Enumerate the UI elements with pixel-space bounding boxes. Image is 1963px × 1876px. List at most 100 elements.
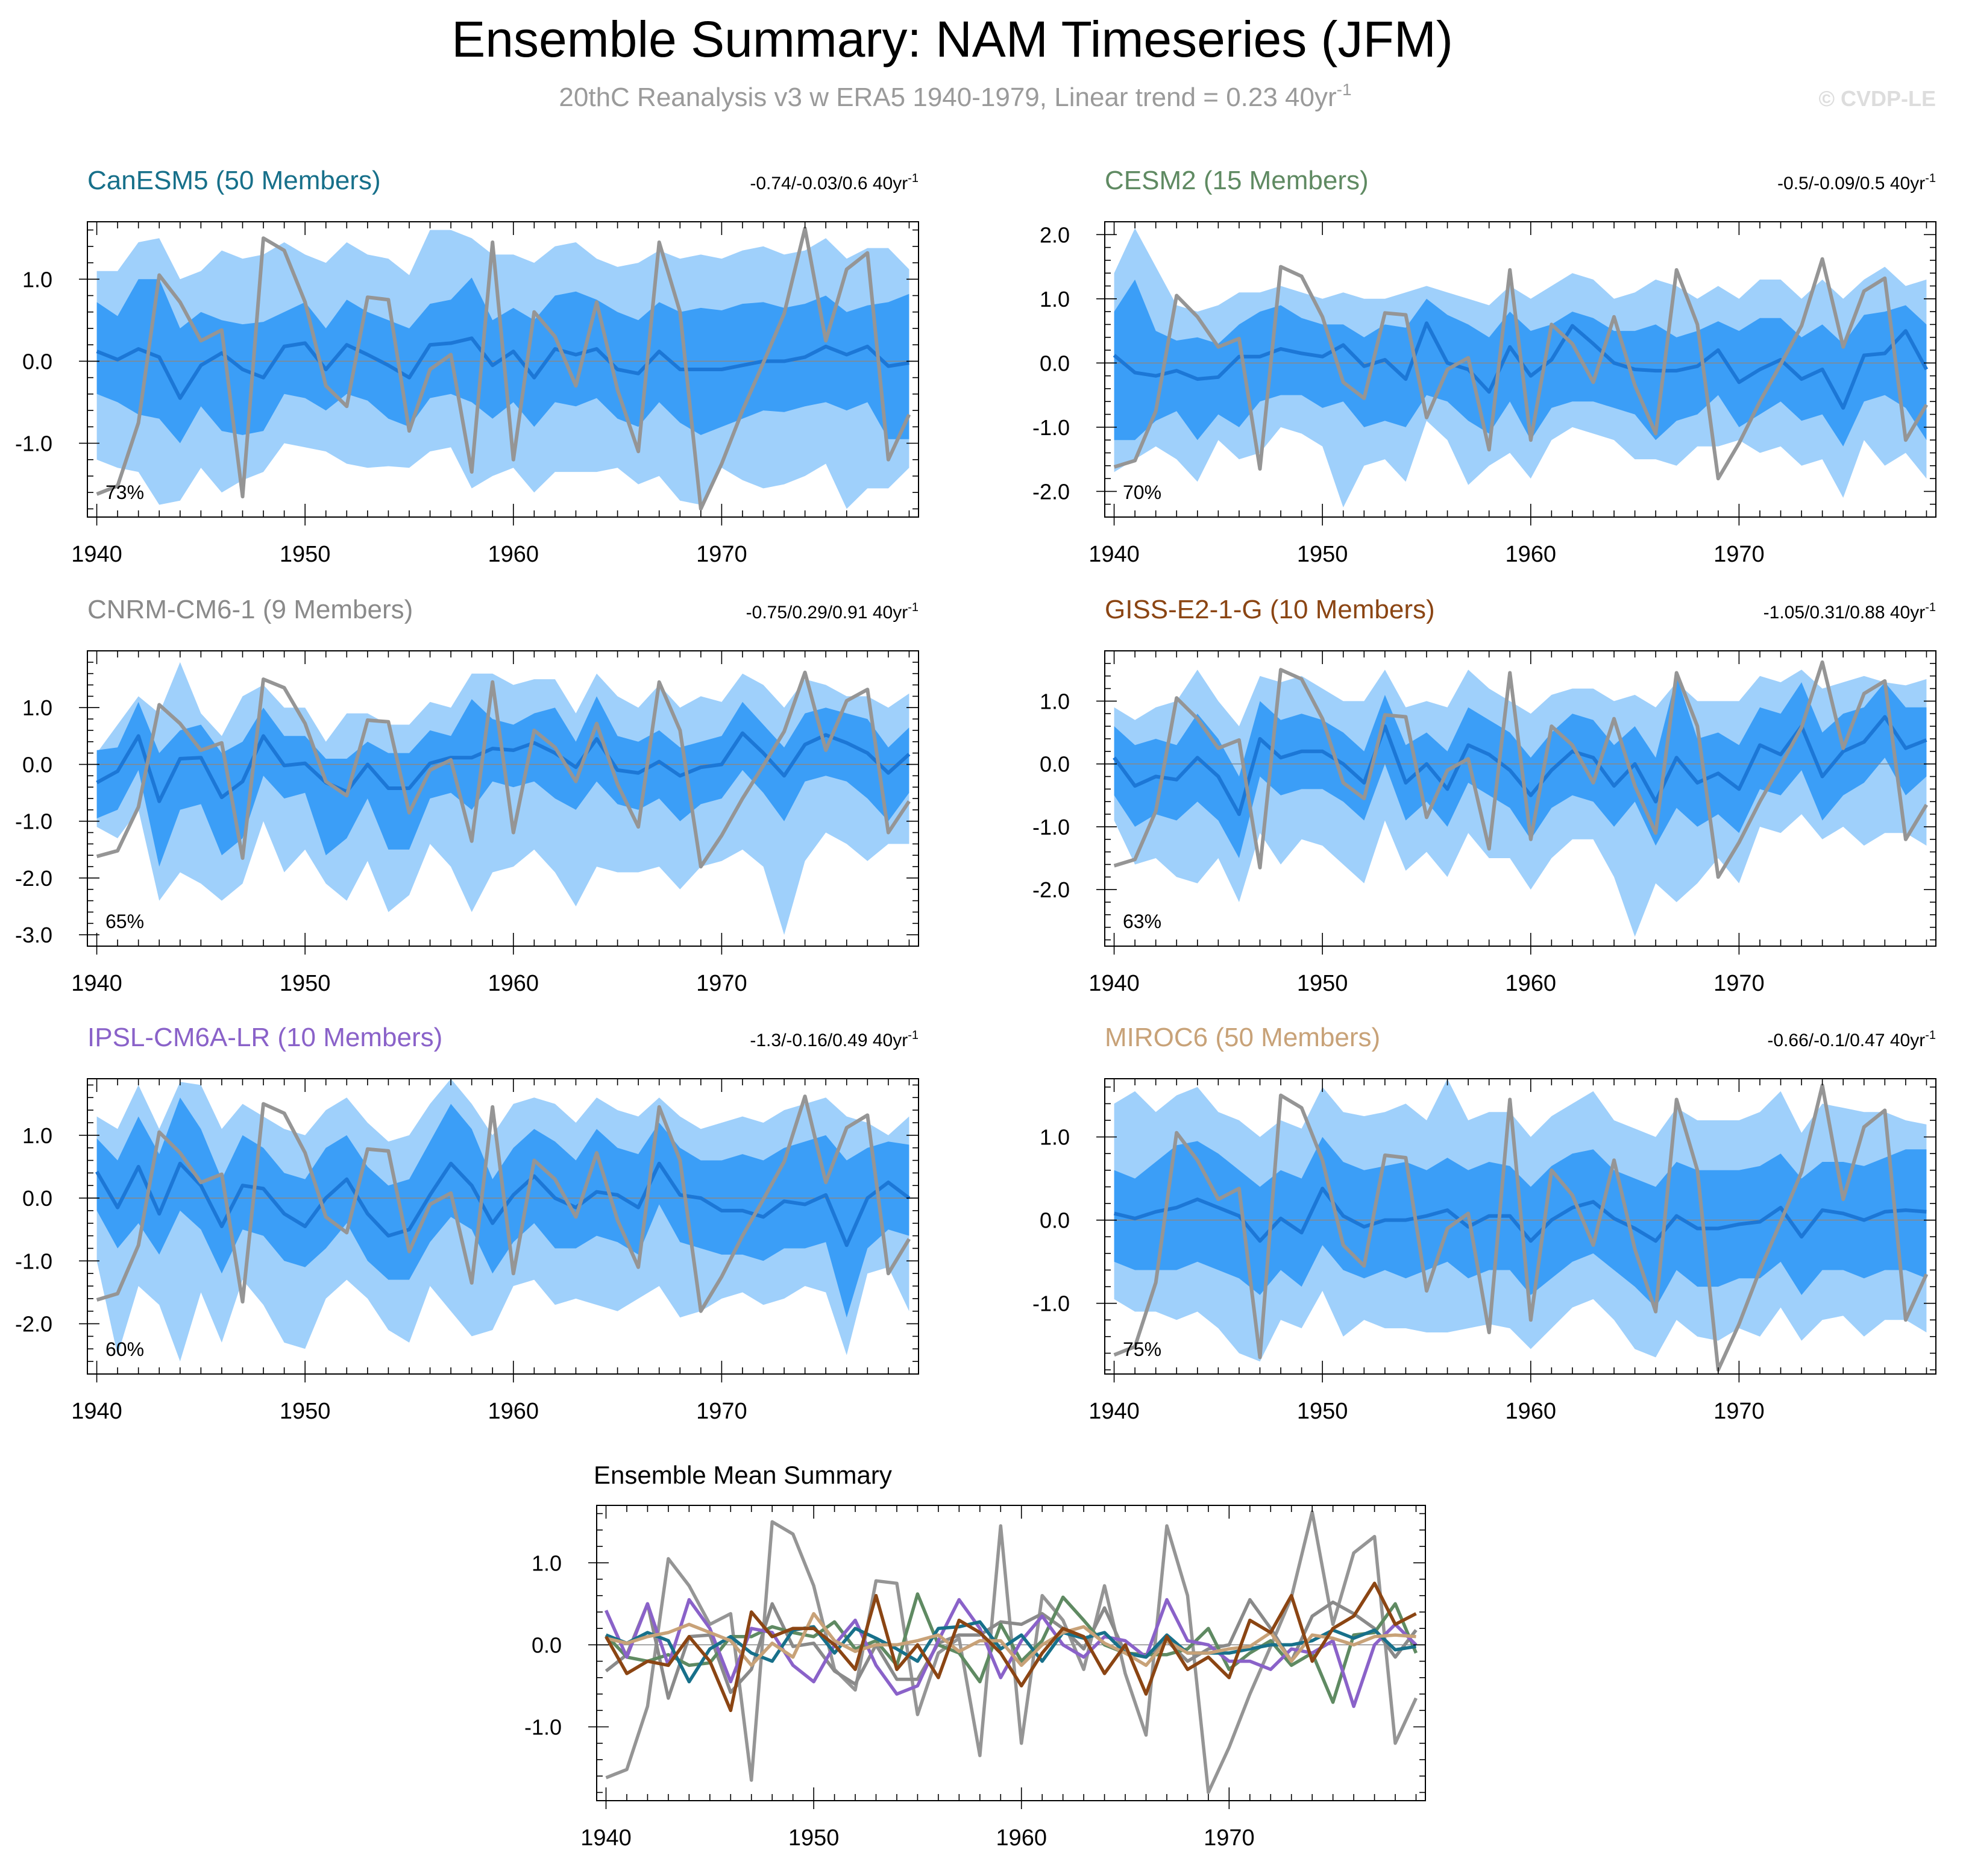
panel-title: CNRM-CM6-1 (9 Members) xyxy=(87,595,413,624)
plot-frame xyxy=(1104,221,1936,518)
x-tick-label: 1940 xyxy=(1088,542,1140,567)
trend-label: -0.66/-0.1/0.47 40yr-1 xyxy=(1767,1029,1936,1050)
y-tick-label: 0.0 xyxy=(1040,351,1070,375)
trend-label-text: -0.66/-0.1/0.47 40yr xyxy=(1767,1031,1925,1050)
x-tick-label: 1940 xyxy=(1088,1399,1140,1424)
ensemble-mean-line xyxy=(95,1161,911,1247)
x-tick-label: 1960 xyxy=(1506,542,1557,567)
x-tick-label: 1970 xyxy=(696,1399,747,1424)
y-tick-label: -1.0 xyxy=(524,1715,562,1740)
x-tick-label: 1950 xyxy=(1297,1399,1348,1424)
y-tick-label: -2.0 xyxy=(1032,479,1070,504)
panel-giss-e2-1-g: 1940 1950 1960 1970 1.0 0.0 -1.0 -2.0 GISS-E2-1-… xyxy=(1032,595,1936,996)
y-tick-label: -1.0 xyxy=(1032,815,1070,839)
y-tick-label: -1.0 xyxy=(15,1249,52,1273)
trend-label: -1.3/-0.16/0.49 40yr-1 xyxy=(750,1029,919,1050)
x-tick-label: 1950 xyxy=(280,1399,331,1424)
trend-label-text: -0.74/-0.03/0.6 40yr xyxy=(750,174,908,193)
x-tick-label: 1960 xyxy=(488,542,539,567)
panel-title: CESM2 (15 Members) xyxy=(1105,166,1369,195)
y-tick-label: 2.0 xyxy=(1040,222,1070,247)
panel-title: GISS-E2-1-G (10 Members) xyxy=(1105,595,1435,624)
y-tick-label: -3.0 xyxy=(15,923,52,947)
panel-cesm2: 1940 1950 1960 1970 2.0 1.0 0.0 -1.0 -2.0 CESM2 (… xyxy=(1032,166,1936,567)
x-tick-label: 1940 xyxy=(71,1399,122,1424)
plot-area xyxy=(1105,228,1936,507)
y-tick-label: -2.0 xyxy=(1032,877,1070,902)
figure-subtitle-text: 20thC Reanalysis v3 w ERA5 1940-1979, Li… xyxy=(559,83,1336,112)
y-tick-label: 0.0 xyxy=(1040,752,1070,777)
x-tick-label: 1960 xyxy=(488,1399,539,1424)
trend-label-superscript: -1 xyxy=(1925,172,1936,185)
percent-label: 60% xyxy=(105,1338,144,1360)
x-tick-label: 1960 xyxy=(1506,1399,1557,1424)
plot-area xyxy=(1105,660,1936,937)
x-tick-label: 1940 xyxy=(71,971,122,996)
series-line-observed xyxy=(605,1510,1418,1795)
x-tick-label: 1970 xyxy=(696,542,747,567)
panel-title: Ensemble Mean Summary xyxy=(594,1461,892,1489)
panel-miroc6: 1940 1950 1960 1970 1.0 0.0 -1.0 MIROC6 (50 Mem… xyxy=(1032,1023,1936,1424)
x-tick-label: 1950 xyxy=(1297,542,1348,567)
y-tick-label: 1.0 xyxy=(1040,287,1070,312)
percent-label: 75% xyxy=(1123,1338,1161,1360)
y-tick-label: 1.0 xyxy=(22,1123,52,1148)
y-tick-label: -1.0 xyxy=(1032,415,1070,440)
panel-summary: 1940 1950 1960 1970 1.0 0.0 -1.0 Ensemble Mean … xyxy=(524,1461,1426,1851)
y-tick-label: -2.0 xyxy=(15,866,52,891)
panel-canesm5: 1940 1950 1960 1970 1.0 0.0 -1.0 CanESM5 (50 Me… xyxy=(15,166,919,567)
y-tick-label: 0.0 xyxy=(22,752,52,777)
y-tick-label: 0.0 xyxy=(22,1186,52,1211)
y-tick-label: -2.0 xyxy=(15,1312,52,1337)
x-tick-label: 1950 xyxy=(1297,971,1348,996)
trend-label-text: -1.05/0.31/0.88 40yr xyxy=(1764,603,1926,623)
x-tick-label: 1970 xyxy=(1713,542,1765,567)
plot-area xyxy=(87,662,919,935)
band-inner xyxy=(96,696,909,867)
series-line-giss-e2-1-g xyxy=(605,1581,1417,1713)
plot-frame xyxy=(87,221,919,518)
y-tick-label: 0.0 xyxy=(1040,1208,1070,1233)
trend-label-superscript: -1 xyxy=(908,172,919,185)
x-tick-label: 1940 xyxy=(71,542,122,567)
panels-container: 1940 1950 1960 1970 1.0 0.0 -1.0 CanESM5 (50 Me… xyxy=(15,166,1936,1851)
observed-line xyxy=(96,670,911,869)
trend-label-text: -1.3/-0.16/0.49 40yr xyxy=(750,1031,908,1050)
figure-title: Ensemble Summary: NAM Timeseries (JFM) xyxy=(451,11,1453,67)
x-tick-label: 1940 xyxy=(1088,971,1140,996)
y-tick-label: 1.0 xyxy=(532,1551,562,1575)
plot-frame xyxy=(1104,650,1936,947)
panel-title: CanESM5 (50 Members) xyxy=(87,166,381,195)
percent-label: 65% xyxy=(105,911,144,932)
trend-label-superscript: -1 xyxy=(1925,601,1936,614)
band-outer xyxy=(96,662,909,935)
x-tick-label: 1970 xyxy=(1713,1399,1765,1424)
observed-line xyxy=(96,1094,911,1313)
percent-label: 73% xyxy=(105,482,144,503)
trend-label: -1.05/0.31/0.88 40yr-1 xyxy=(1764,601,1936,623)
trend-label-superscript: -1 xyxy=(908,601,919,614)
trend-label-text: -0.75/0.29/0.91 40yr xyxy=(746,603,908,623)
plot-frame xyxy=(87,1078,919,1375)
panel-title: IPSL-CM6A-LR (10 Members) xyxy=(87,1023,442,1052)
panel-ipsl-cm6a-lr: 1940 1950 1960 1970 1.0 0.0 -1.0 -2.0 IPSL-CM6A-… xyxy=(15,1023,919,1424)
observed-line xyxy=(1113,257,1928,481)
plot-area xyxy=(597,1510,1425,1795)
y-tick-label: -1.0 xyxy=(15,809,52,834)
x-tick-label: 1950 xyxy=(788,1825,840,1851)
trend-label: -0.74/-0.03/0.6 40yr-1 xyxy=(750,172,919,193)
panel-cnrm-cm6-1: 1940 1950 1960 1970 1.0 0.0 -1.0 -2.0 -3.0 CNRM-C… xyxy=(15,595,919,996)
plot-area xyxy=(87,1079,919,1362)
y-tick-label: -1.0 xyxy=(1032,1291,1070,1316)
trend-label-superscript: -1 xyxy=(1925,1029,1936,1042)
panel-title: MIROC6 (50 Members) xyxy=(1105,1023,1380,1052)
observed-line xyxy=(1113,1084,1929,1372)
x-tick-label: 1940 xyxy=(580,1825,632,1851)
x-tick-label: 1950 xyxy=(280,971,331,996)
x-tick-label: 1960 xyxy=(1506,971,1557,996)
x-tick-label: 1950 xyxy=(280,542,331,567)
ensemble-mean-line xyxy=(1113,715,1927,817)
series-line-miroc6 xyxy=(605,1611,1416,1667)
plot-area xyxy=(87,226,919,511)
